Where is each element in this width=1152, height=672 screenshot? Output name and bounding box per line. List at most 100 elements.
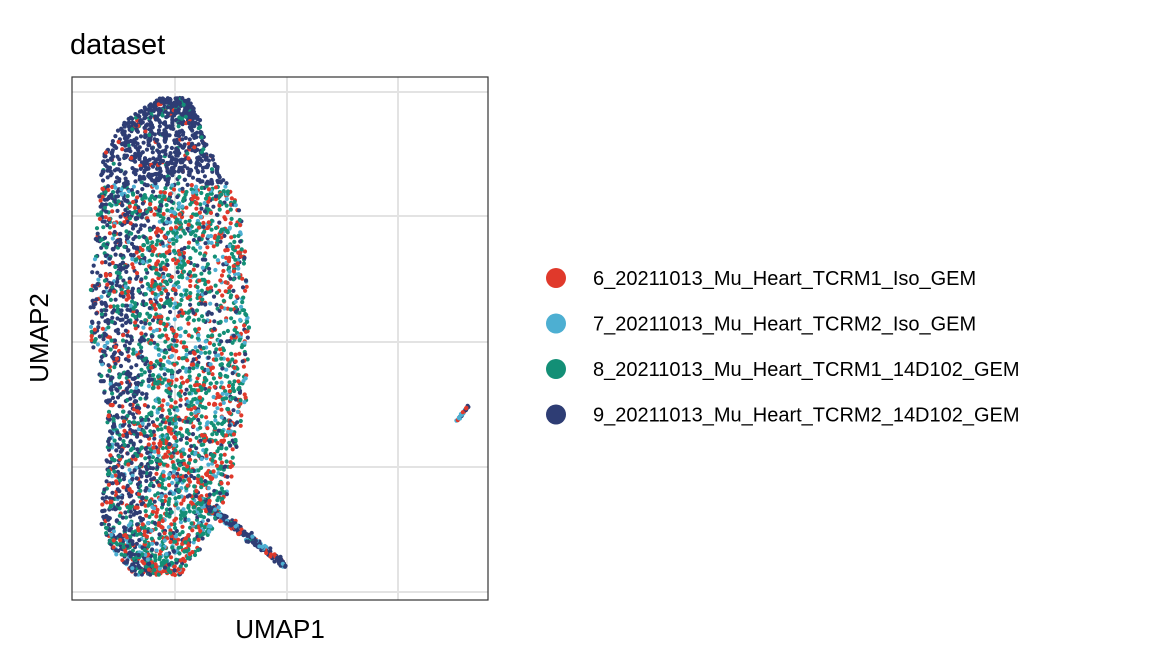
data-point <box>215 258 220 263</box>
data-point <box>101 225 106 230</box>
data-point <box>189 387 194 392</box>
data-point <box>249 530 254 536</box>
data-point <box>165 166 170 171</box>
data-point <box>155 417 160 422</box>
data-point <box>135 129 140 134</box>
data-point <box>114 548 119 553</box>
data-point <box>214 431 219 436</box>
data-point <box>157 536 162 541</box>
data-point <box>122 184 127 189</box>
data-point <box>143 165 148 170</box>
data-point <box>120 323 125 328</box>
data-point <box>124 434 129 439</box>
data-point <box>198 214 204 220</box>
data-point <box>220 397 225 402</box>
data-point <box>169 145 174 151</box>
data-point <box>213 474 218 479</box>
data-point <box>107 262 112 267</box>
data-point <box>205 312 210 317</box>
data-point <box>143 552 148 558</box>
data-point <box>122 196 127 201</box>
data-point <box>176 181 181 186</box>
data-point <box>154 185 159 190</box>
data-point <box>116 382 121 387</box>
data-point <box>183 292 188 297</box>
data-point <box>178 384 183 389</box>
data-point <box>182 461 187 466</box>
data-point <box>180 365 186 370</box>
data-point <box>136 491 142 497</box>
data-point <box>177 368 182 373</box>
data-point <box>97 216 102 221</box>
data-point <box>217 203 222 208</box>
plot-border <box>71 76 489 601</box>
data-point <box>182 177 187 182</box>
data-point <box>132 420 137 425</box>
data-point <box>221 298 226 303</box>
data-point <box>195 363 200 368</box>
data-point <box>243 329 248 334</box>
data-point <box>128 252 134 257</box>
data-point <box>152 179 157 184</box>
data-point <box>121 433 126 438</box>
data-point <box>148 102 153 107</box>
data-point <box>175 270 180 275</box>
data-point <box>173 496 178 501</box>
data-point <box>138 339 143 344</box>
data-point <box>153 307 158 312</box>
data-point <box>232 239 237 244</box>
data-point <box>164 258 170 263</box>
data-point <box>99 521 104 527</box>
data-point <box>117 238 123 243</box>
data-point <box>240 285 246 290</box>
data-point <box>134 399 139 404</box>
data-point <box>231 269 236 274</box>
data-point <box>117 454 122 459</box>
data-point <box>106 398 111 403</box>
data-point <box>113 134 118 139</box>
data-point <box>174 557 179 563</box>
data-point <box>126 318 131 324</box>
data-point <box>141 140 146 145</box>
data-point <box>107 231 112 236</box>
data-point <box>131 454 136 459</box>
data-point <box>106 522 111 527</box>
data-point <box>146 384 151 389</box>
data-point <box>156 352 162 358</box>
data-point <box>239 413 244 418</box>
data-point <box>198 403 203 408</box>
data-point <box>225 474 230 479</box>
data-point <box>129 338 134 343</box>
data-point <box>236 266 241 271</box>
data-point <box>158 297 164 302</box>
data-point <box>119 472 124 477</box>
data-point <box>120 465 125 470</box>
data-point <box>164 454 170 459</box>
data-point <box>231 432 236 437</box>
data-point <box>187 294 192 299</box>
data-point <box>173 516 179 521</box>
data-point <box>99 308 104 313</box>
data-point <box>221 227 226 232</box>
data-point <box>154 541 159 546</box>
data-point <box>214 463 220 468</box>
data-point <box>115 442 120 447</box>
data-point <box>196 155 201 160</box>
data-point <box>187 447 192 453</box>
data-point <box>185 358 190 363</box>
data-point <box>103 190 108 195</box>
data-point <box>139 349 144 354</box>
data-point <box>229 429 234 434</box>
data-point <box>100 178 106 183</box>
data-point <box>134 309 139 314</box>
data-point <box>243 531 248 536</box>
data-point <box>119 308 124 313</box>
data-point <box>162 377 167 382</box>
data-point <box>204 390 209 396</box>
data-point <box>191 510 197 515</box>
data-point <box>139 277 144 282</box>
data-point <box>104 500 109 505</box>
data-point <box>226 383 232 389</box>
data-point <box>199 190 204 196</box>
data-point <box>182 558 187 564</box>
